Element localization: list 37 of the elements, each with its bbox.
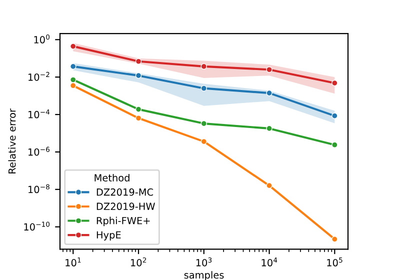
x-tick-label: 10$^{2}$ <box>131 257 146 266</box>
point <box>135 115 142 122</box>
point <box>135 58 142 64</box>
point <box>332 236 338 242</box>
y-tick-label: 10$^{−4}$ <box>28 109 50 118</box>
point <box>266 125 272 132</box>
point <box>135 72 142 79</box>
point <box>266 66 272 73</box>
y-tick-label: 10$^{−10}$ <box>24 222 50 231</box>
y-tick-label: 10$^{−8}$ <box>28 184 50 194</box>
y-tick-label: 10$^{0}$ <box>34 34 50 44</box>
point <box>135 106 142 112</box>
point <box>332 142 338 148</box>
point <box>70 82 76 89</box>
y-tick-label: 10$^{−6}$ <box>28 146 50 156</box>
point <box>266 182 272 189</box>
point <box>70 76 76 83</box>
legend-title: Method <box>94 174 130 182</box>
legend-label: Rphi-FWE+ <box>96 216 150 226</box>
x-tick-label: 10$^{3}$ <box>196 257 212 266</box>
point <box>332 112 338 119</box>
legend-label: DZ2019-MC <box>96 188 154 196</box>
x-tick-label: 10$^{4}$ <box>262 258 278 266</box>
point <box>70 43 76 50</box>
legend-label: DZ2019-HW <box>96 202 155 210</box>
y-tick-label: 10$^{−2}$ <box>28 72 50 81</box>
point <box>200 63 208 70</box>
x-tick-label: 10$^{5}$ <box>327 258 342 266</box>
y-axis-title: Relative error <box>8 108 16 174</box>
point <box>332 80 338 86</box>
legend-label: HypE <box>96 231 121 240</box>
point <box>200 120 208 127</box>
point <box>200 85 208 92</box>
point <box>70 63 76 70</box>
point <box>200 138 208 145</box>
x-tick-label: 10$^{1}$ <box>66 258 81 266</box>
point <box>266 90 272 96</box>
